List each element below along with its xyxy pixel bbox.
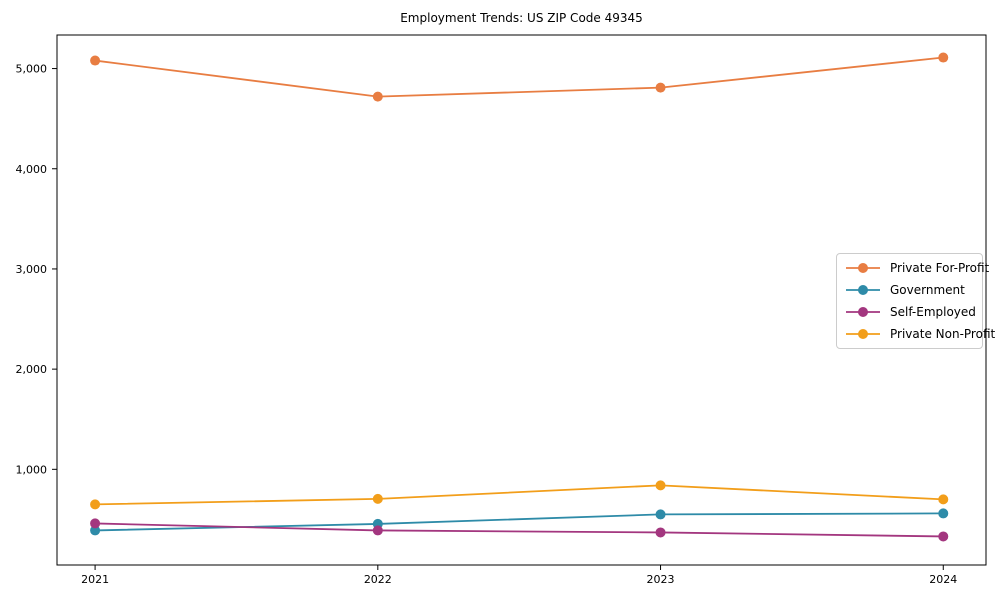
data-point-private-for-profit	[655, 82, 666, 93]
axes-frame	[56, 34, 987, 566]
data-point-self-employed	[372, 525, 383, 536]
x-tick-label: 2021	[81, 573, 109, 586]
data-point-private-for-profit	[372, 91, 383, 102]
x-tick-label: 2022	[364, 573, 392, 586]
legend-item: Government	[845, 283, 974, 297]
chart-title: Employment Trends: US ZIP Code 49345	[400, 11, 643, 25]
data-point-private-non-profit	[372, 493, 383, 504]
data-point-government	[90, 525, 101, 536]
series-line-government	[95, 512, 944, 532]
legend-line-marker-icon	[846, 263, 880, 273]
legend-label: Government	[890, 283, 965, 297]
y-tick-label: 3,000	[16, 263, 48, 276]
data-point-self-employed	[90, 518, 101, 529]
data-point-private-non-profit	[938, 494, 949, 505]
x-tick-label: 2023	[647, 573, 675, 586]
legend: Private For-Profit Government Self-Employe…	[836, 253, 995, 349]
data-point-government	[938, 508, 949, 519]
legend-item: Self-Employed	[845, 305, 976, 319]
series-line-self-employed	[95, 522, 944, 538]
series-line-private-non-profit	[95, 484, 944, 506]
x-tick-label: 2024	[929, 573, 957, 586]
legend-label: Self-Employed	[890, 305, 976, 319]
data-point-private-for-profit	[90, 55, 101, 66]
y-tick-label: 5,000	[16, 63, 48, 76]
legend-line-marker-icon	[846, 285, 880, 295]
data-point-self-employed	[938, 531, 949, 542]
data-point-government	[655, 509, 666, 520]
data-point-private-non-profit	[90, 499, 101, 510]
legend-line-marker-icon	[846, 307, 880, 317]
legend-item: Private Non-Profit	[845, 327, 995, 341]
y-tick-label: 4,000	[16, 163, 48, 176]
legend-label: Private Non-Profit	[890, 327, 996, 341]
data-point-self-employed	[655, 527, 666, 538]
y-tick-label: 1,000	[16, 463, 48, 476]
data-point-private-for-profit	[938, 52, 949, 63]
y-tick-label: 2,000	[16, 363, 48, 376]
data-point-private-non-profit	[655, 480, 666, 491]
legend-label: Private For-Profit	[890, 261, 990, 275]
series-line-private-for-profit	[94, 56, 944, 98]
legend-item: Private For-Profit	[845, 261, 989, 275]
legend-line-marker-icon	[846, 329, 880, 339]
